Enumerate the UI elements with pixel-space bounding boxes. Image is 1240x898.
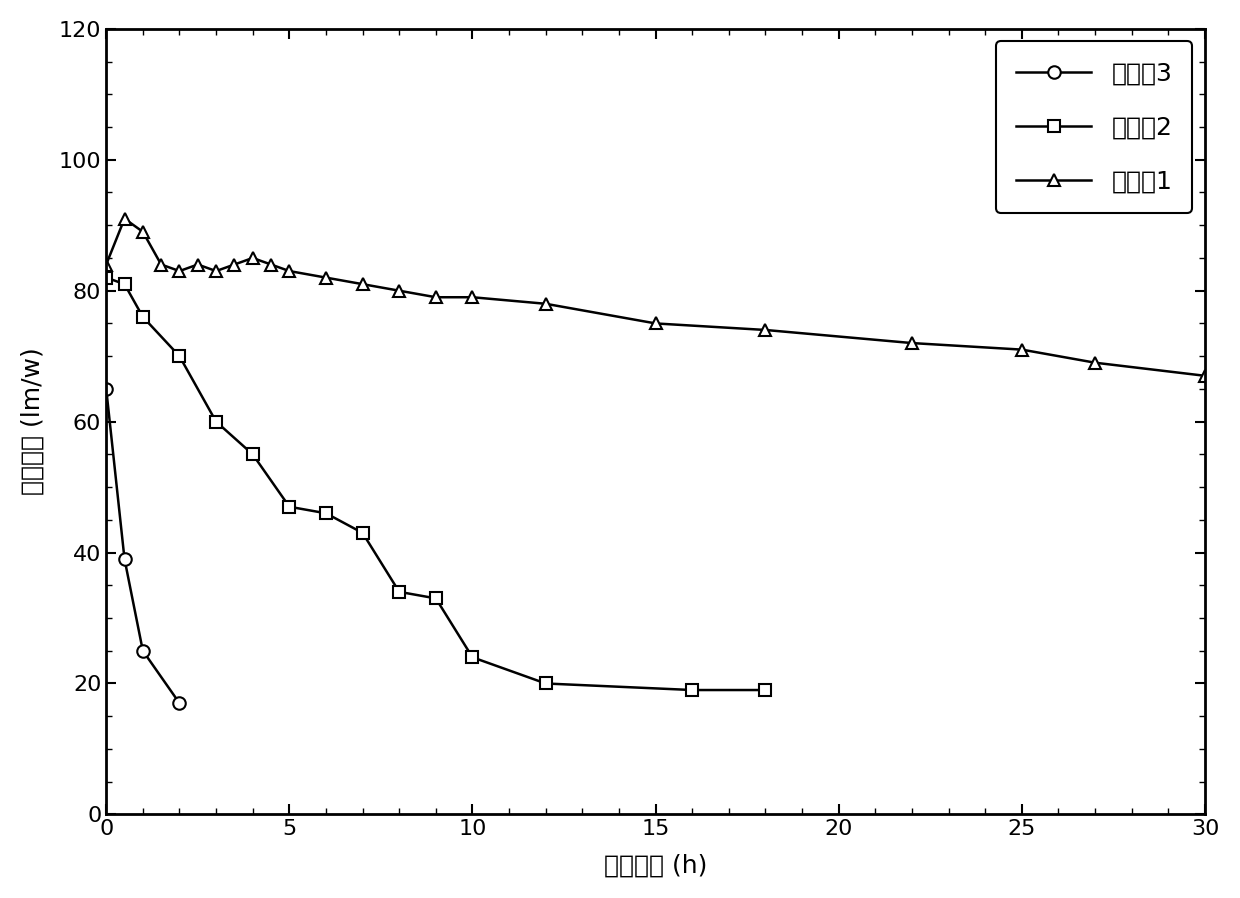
实施例1 — [1087, 357, 1102, 368]
实施例1 — [117, 214, 131, 224]
实施例3 — [172, 698, 187, 709]
实施例1 — [1198, 370, 1213, 381]
实施例2 — [319, 508, 334, 519]
实施例1 — [227, 260, 242, 270]
实施例2 — [172, 351, 187, 362]
Line: 实施例2: 实施例2 — [100, 271, 771, 696]
实施例2 — [99, 272, 114, 283]
实施例2 — [428, 593, 443, 603]
实施例3 — [117, 554, 131, 565]
实施例2 — [465, 652, 480, 663]
实施例2 — [684, 684, 699, 695]
实施例3 — [135, 646, 150, 656]
实施例2 — [758, 684, 773, 695]
实施例1 — [208, 266, 223, 277]
实施例1 — [135, 226, 150, 237]
实施例2 — [246, 449, 260, 460]
实施例1 — [246, 252, 260, 263]
实施例1 — [172, 266, 187, 277]
实施例1 — [758, 324, 773, 335]
实施例1 — [154, 260, 169, 270]
实施例2 — [538, 678, 553, 689]
实施例1 — [465, 292, 480, 303]
实施例1 — [1014, 344, 1029, 355]
Y-axis label: 发光效率 (lm/w): 发光效率 (lm/w) — [21, 348, 45, 496]
实施例1 — [428, 292, 443, 303]
实施例3 — [99, 383, 114, 394]
实施例1 — [904, 338, 919, 348]
实施例2 — [135, 312, 150, 322]
实施例1 — [392, 286, 407, 296]
实施例2 — [208, 417, 223, 427]
实施例1 — [264, 260, 279, 270]
X-axis label: 老化时间 (h): 老化时间 (h) — [604, 853, 707, 877]
实施例2 — [392, 586, 407, 597]
实施例1 — [649, 318, 663, 329]
实施例1 — [355, 278, 370, 289]
实施例1 — [190, 260, 205, 270]
Legend: 实施例3, 实施例2, 实施例1: 实施例3, 实施例2, 实施例1 — [997, 41, 1193, 214]
实施例2 — [117, 278, 131, 289]
实施例1 — [281, 266, 296, 277]
实施例1 — [538, 298, 553, 309]
Line: 实施例3: 实施例3 — [100, 383, 186, 709]
Line: 实施例1: 实施例1 — [100, 213, 1211, 382]
实施例2 — [281, 501, 296, 512]
实施例1 — [99, 260, 114, 270]
实施例2 — [355, 527, 370, 538]
实施例1 — [319, 272, 334, 283]
